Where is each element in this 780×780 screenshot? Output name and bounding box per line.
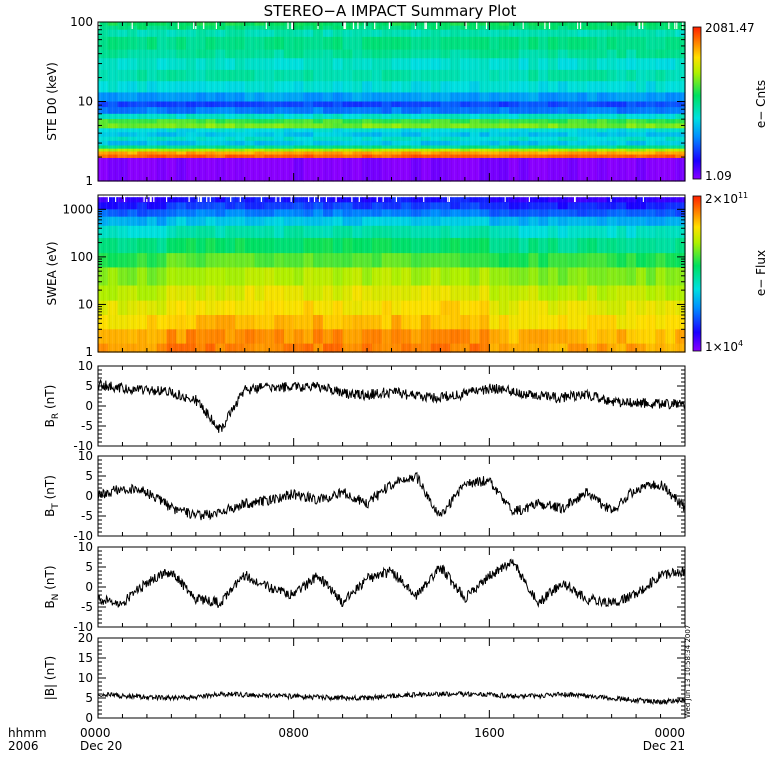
y-tick-label: 100 [70, 15, 93, 29]
y-tick-label: 5 [85, 469, 93, 483]
y-axis-label: BR (nT) [43, 385, 61, 428]
ste-colorbar: 2081.47 1.09 e− Cnts [692, 21, 768, 183]
y-tick-label: 20 [78, 631, 93, 645]
panel-frame [97, 637, 686, 719]
y-tick-label: 10 [78, 297, 93, 311]
date-tick-label: Dec 20 [80, 739, 122, 753]
y-axis-label: STE D0 (keV) [45, 62, 59, 141]
time-tick-label: 0800 [278, 726, 309, 740]
swea-colorbar-min: 1×104 [705, 339, 743, 354]
y-tick-label: 10 [78, 540, 93, 554]
y-tick-label: 0 [85, 711, 93, 725]
y-tick-label: -5 [81, 600, 93, 614]
y-tick-label: 10 [78, 95, 93, 109]
panel-frame [97, 21, 686, 182]
time-tick-label: 1600 [474, 726, 505, 740]
ste-spectrogram-panel: 1 10 100 STE D0 (keV) [45, 15, 686, 188]
y-tick-label: 10 [78, 449, 93, 463]
y-tick-label: 1 [85, 174, 93, 188]
generation-timestamp: Wed Jun 13 10:58:34 2007 [684, 625, 692, 718]
time-axis-year-label: 2006 [8, 739, 39, 753]
time-tick-label: 0000 [654, 726, 685, 740]
heatmap-texture [98, 195, 685, 352]
y-tick-label: 0 [85, 399, 93, 413]
series-line [97, 690, 686, 706]
y-tick-label: 0 [85, 489, 93, 503]
plot-title: STEREO−A IMPACT Summary Plot [264, 2, 517, 20]
y-tick-label: 5 [85, 691, 93, 705]
y-tick-label: 1 [85, 345, 93, 359]
ste-colorbar-label: e− Cnts [754, 80, 768, 128]
panel-frame [97, 546, 686, 628]
y-tick-label: 15 [78, 651, 93, 665]
swea-colorbar: 2×1011 1×104 e− Flux [692, 191, 768, 354]
y-tick-label: 1000 [62, 202, 93, 216]
y-tick-label: 100 [70, 250, 93, 264]
y-axis-label: SWEA (eV) [45, 241, 59, 305]
time-axis-format-label: hhmm [8, 726, 47, 740]
bt-line-panel: -10 -5 0 5 10 BT (nT) [43, 449, 686, 543]
panel-frame [97, 455, 686, 537]
bn-line-panel: -10 -5 0 5 10 BN (nT) [43, 540, 686, 634]
y-tick-label: -10 [73, 620, 93, 634]
series-line [97, 379, 686, 433]
swea-colorbar-label: e− Flux [754, 250, 768, 296]
y-tick-label: 5 [85, 379, 93, 393]
swea-spectrogram-panel: 1 10 100 1000 SWEA (eV) [45, 194, 686, 359]
y-tick-label: -10 [73, 439, 93, 453]
series-line [97, 558, 686, 608]
y-tick-label: 10 [78, 671, 93, 685]
heatmap-texture [98, 22, 685, 181]
y-tick-label: -10 [73, 529, 93, 543]
y-axis-label: |B| (nT) [43, 656, 57, 700]
panel-frame [97, 365, 686, 447]
y-axis-label: BT (nT) [43, 475, 61, 517]
y-tick-label: -5 [81, 419, 93, 433]
swea-colorbar-max: 2×1011 [705, 191, 748, 206]
series-line [97, 471, 686, 521]
y-tick-label: -5 [81, 509, 93, 523]
y-tick-label: 10 [78, 359, 93, 373]
date-tick-label: Dec 21 [643, 739, 685, 753]
br-line-panel: -10 -5 0 5 10 BR (nT) [43, 359, 686, 453]
bmag-line-panel: 0 5 10 15 20 |B| (nT) [43, 631, 686, 725]
time-tick-label: 0000 [80, 726, 111, 740]
y-tick-label: 5 [85, 560, 93, 574]
y-tick-label: 0 [85, 580, 93, 594]
ste-colorbar-min: 1.09 [705, 169, 732, 183]
y-axis-label: BN (nT) [43, 565, 61, 608]
panel-frame [97, 194, 686, 353]
ste-colorbar-max: 2081.47 [705, 21, 755, 35]
